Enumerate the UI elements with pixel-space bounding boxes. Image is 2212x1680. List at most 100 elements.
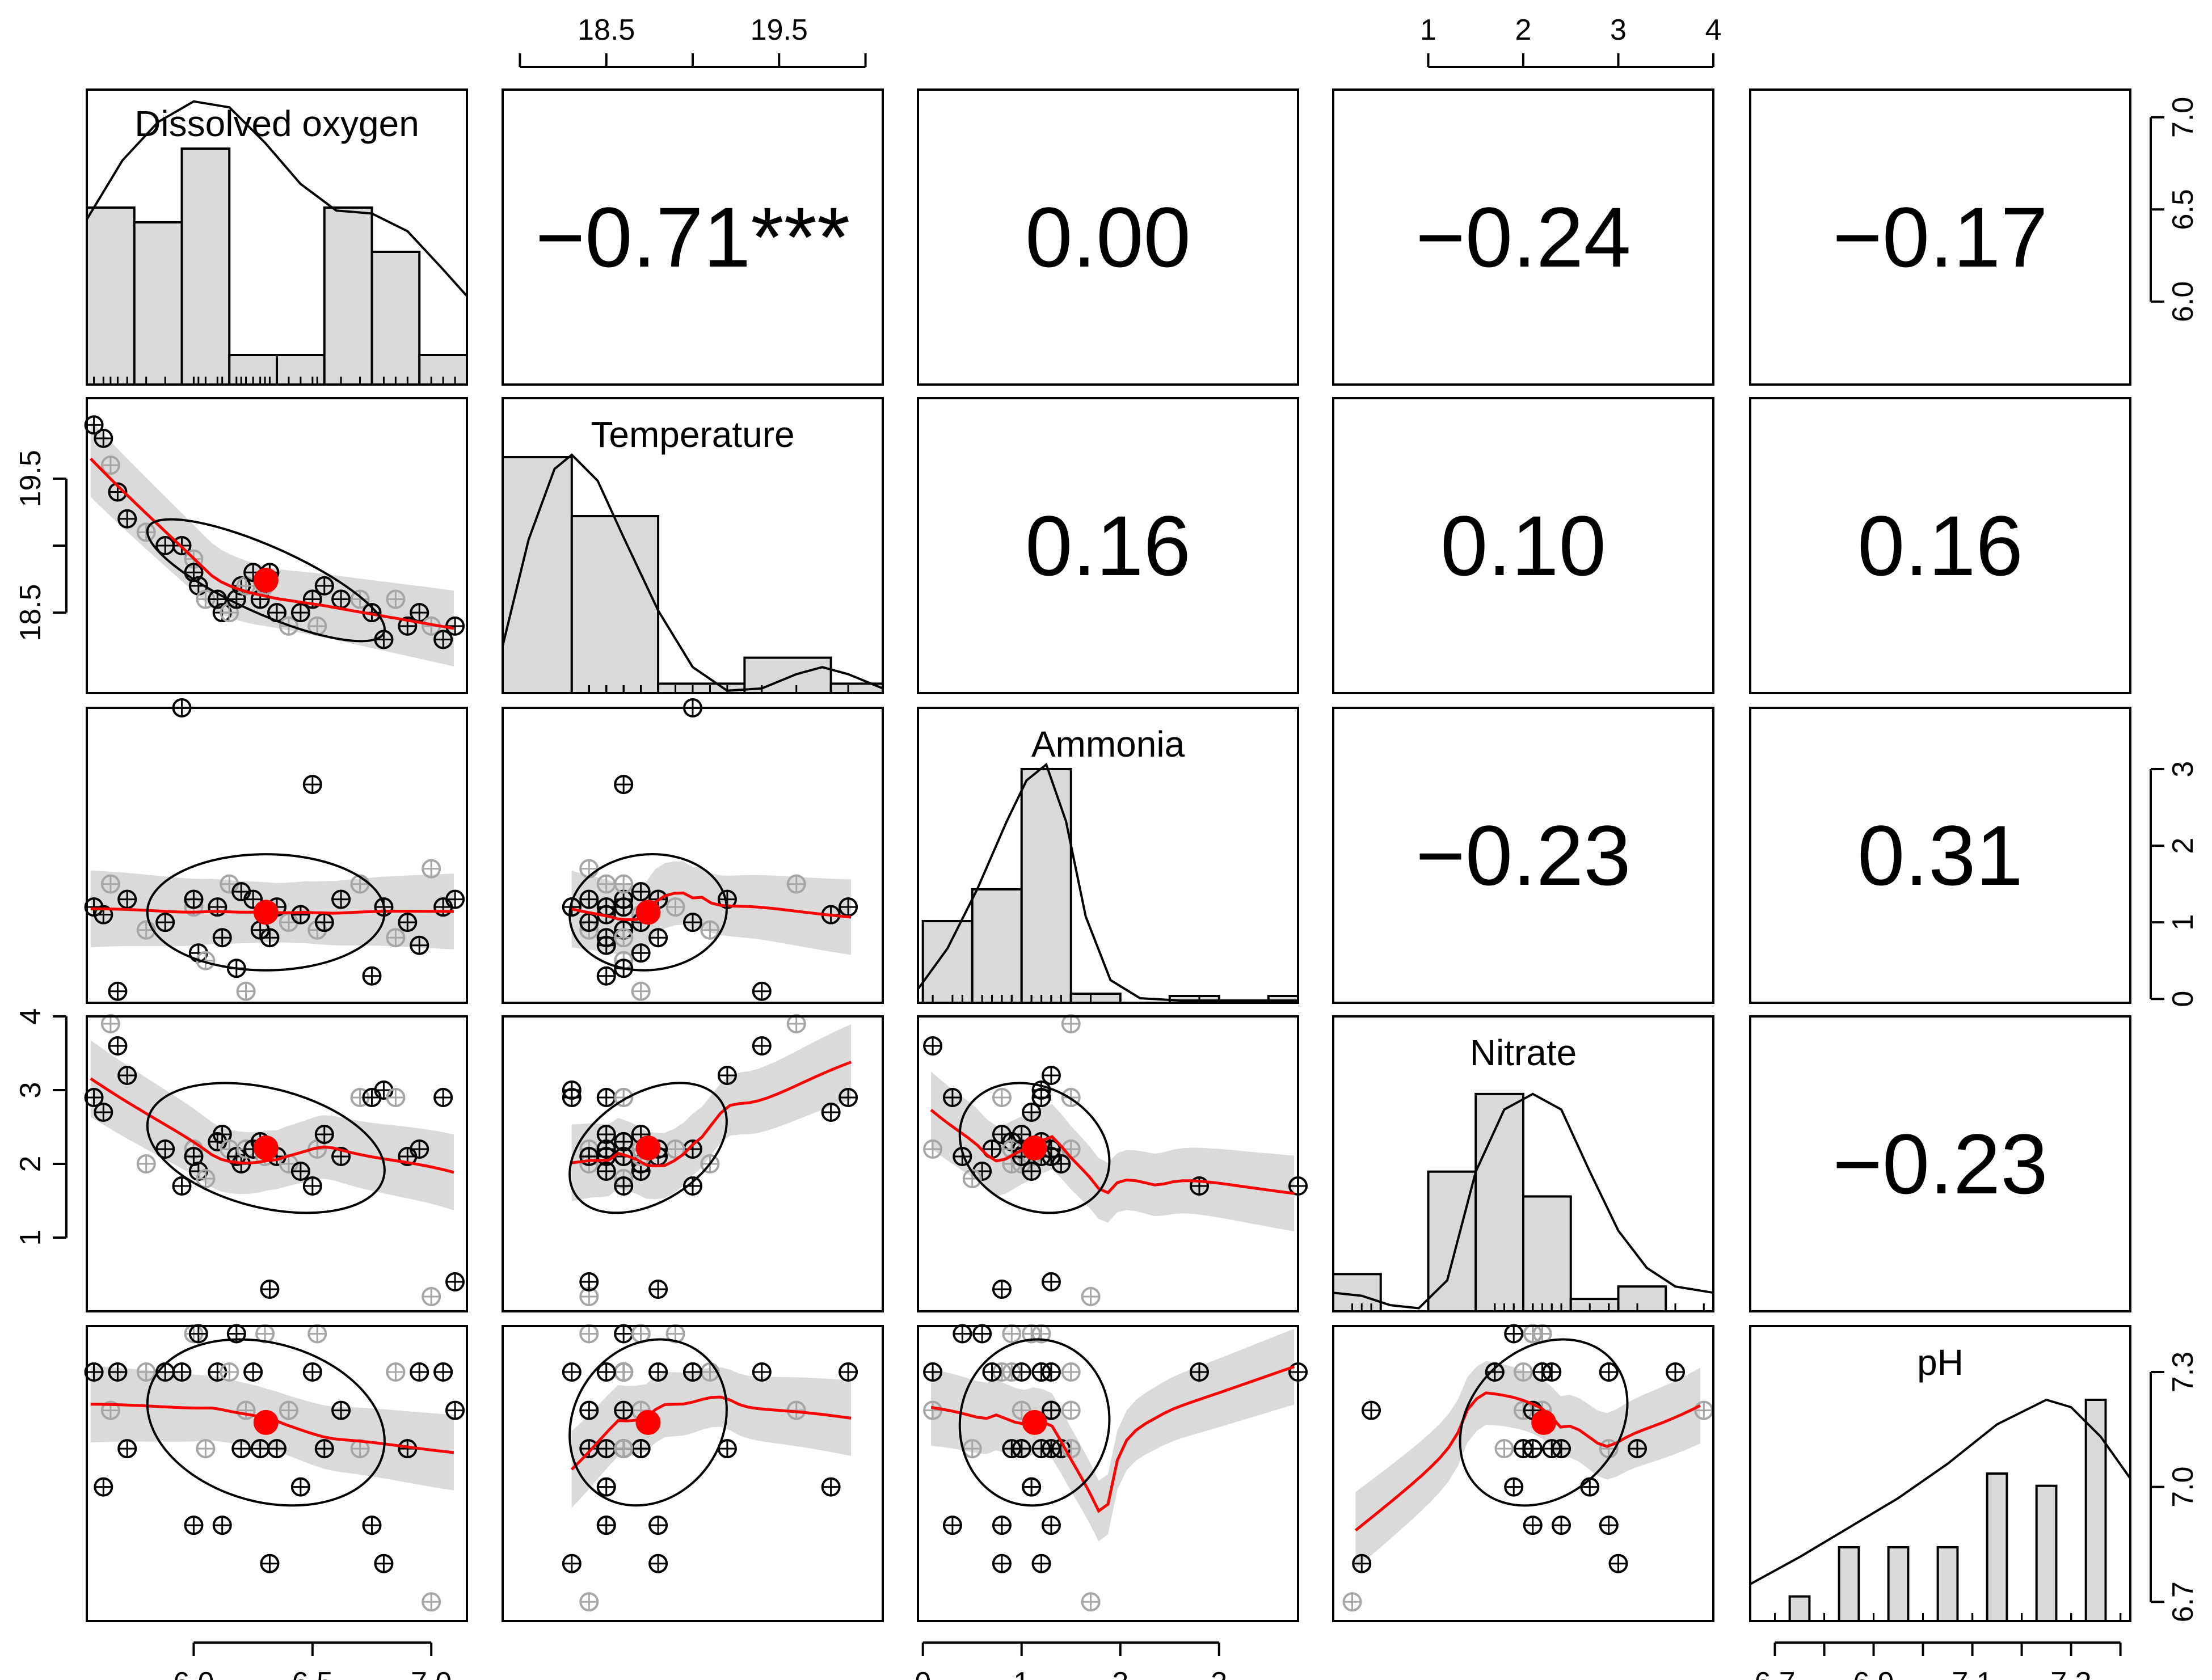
data-point-ammonia-dissolved-oxygen-23 (279, 913, 298, 932)
data-point-ph-dissolved-oxygen-32 (386, 1362, 406, 1382)
density-curve-temperature (502, 453, 883, 692)
data-point-ph-dissolved-oxygen-14 (220, 1362, 239, 1382)
data-point-ph-temperature-3 (752, 1362, 772, 1382)
data-point-ammonia-dissolved-oxygen-35 (422, 859, 441, 879)
mean-point-temperature-dissolved-oxygen (253, 567, 279, 593)
panel-temperature-dissolved-oxygen (86, 397, 468, 694)
density-curve-nitrate (1333, 1092, 1714, 1310)
tick-label: 6.5 (292, 1666, 333, 1680)
confidence-band-temperature-dissolved-oxygen (90, 420, 454, 666)
left-axis-nitrate: 1 2 3 4 (14, 1008, 68, 1246)
chart-marks (84, 100, 2131, 1623)
data-point-ph-temperature-24 (596, 1477, 616, 1497)
data-point-ph-dissolved-oxygen-34 (410, 1362, 429, 1382)
data-point-ammonia-dissolved-oxygen-28 (331, 889, 351, 909)
panel-nitrate-ammonia (917, 1015, 1299, 1312)
top-axis-nitrate: 1 2 3 4 (1420, 14, 1721, 68)
data-point-ammonia-dissolved-oxygen-9 (184, 889, 204, 909)
data-point-nitrate-ammonia-4 (1041, 1066, 1061, 1085)
right-axis-ph: 6.7 7.0 7.3 (2150, 1352, 2200, 1622)
data-point-ph-dissolved-oxygen-23 (279, 1400, 298, 1420)
data-point-temperature-dissolved-oxygen-2 (100, 455, 120, 475)
mean-point-ph-nitrate (1531, 1409, 1557, 1435)
hist-bar-dissolved-oxygen-6 (370, 251, 421, 386)
data-point-ph-ammonia-11 (962, 1439, 982, 1459)
loess-line-ph-nitrate (1354, 1391, 1701, 1532)
data-point-ph-ammonia-26 (1002, 1324, 1022, 1344)
right-axis-dissolved-oxygen: 6.0 6.5 7.0 (2150, 97, 2200, 322)
data-point-temperature-dissolved-oxygen-27 (314, 576, 334, 596)
data-point-ammonia-temperature-34 (596, 935, 616, 955)
data-point-ph-temperature-27 (631, 1439, 651, 1459)
panel-temperature-ph (1749, 397, 2131, 694)
diag-title-ph: pH (1917, 1342, 1964, 1383)
tick-label: 6.7 (2167, 1581, 2200, 1622)
panel-ph-dissolved-oxygen (86, 1325, 468, 1622)
tick-label: 18.5 (14, 584, 47, 641)
data-point-ph-nitrate-4 (1628, 1439, 1647, 1459)
data-point-ammonia-dissolved-oxygen-27 (314, 913, 334, 932)
tick-label: 7.3 (2050, 1666, 2091, 1680)
data-point-ammonia-dissolved-oxygen-6 (155, 913, 175, 932)
data-point-ammonia-dissolved-oxygen-30 (362, 966, 382, 986)
tick-label: 2 (2167, 838, 2200, 854)
data-point-ph-ammonia-9 (1041, 1516, 1061, 1535)
data-point-ph-dissolved-oxygen-18 (243, 1362, 263, 1382)
tick-label: 7.0 (2167, 97, 2200, 138)
data-point-ph-nitrate-24 (1504, 1477, 1524, 1497)
data-point-temperature-dissolved-oxygen-25 (302, 589, 322, 609)
data-point-ammonia-temperature-16 (631, 882, 651, 902)
data-point-ph-dissolved-oxygen-30 (362, 1516, 382, 1535)
tick-label: 19.5 (14, 450, 47, 507)
data-point-nitrate-temperature-33 (579, 1147, 599, 1166)
hist-bar-ph-3 (1936, 1546, 1959, 1622)
data-point-ph-nitrate-2 (1694, 1400, 1714, 1420)
data-point-ammonia-dissolved-oxygen-37 (445, 889, 465, 909)
data-point-ph-nitrate-3 (1666, 1362, 1685, 1382)
data-point-ammonia-dissolved-oxygen-25 (302, 775, 322, 795)
panel-ph-temperature (502, 1325, 884, 1622)
correlation-ellipse-nitrate-dissolved-oxygen (146, 1082, 386, 1214)
tick-label: 6.5 (2167, 189, 2200, 230)
data-point-ph-temperature-1 (821, 1477, 841, 1497)
data-point-nitrate-dissolved-oxygen-6 (155, 1139, 175, 1159)
tick-label: 6.9 (1853, 1666, 1894, 1680)
data-point-ph-nitrate-9 (1523, 1516, 1543, 1535)
panel-nitrate-temperature (502, 1015, 884, 1312)
data-point-nitrate-dissolved-oxygen-2 (100, 1014, 120, 1033)
data-point-ammonia-dissolved-oxygen-13 (212, 928, 232, 948)
tick-label: 6.7 (1754, 1666, 1795, 1680)
data-point-nitrate-temperature-24 (596, 1162, 616, 1181)
top-axis-temperature: 18.5 19.5 (519, 14, 867, 68)
data-point-nitrate-temperature-2 (786, 1014, 806, 1033)
data-point-nitrate-dissolved-oxygen-34 (410, 1139, 429, 1159)
hist-bar-dissolved-oxygen-5 (323, 206, 373, 386)
data-point-nitrate-dissolved-oxygen-24 (290, 1162, 310, 1181)
panel-nitrate-dissolved-oxygen (86, 1015, 468, 1312)
diag-title-dissolved-oxygen: Dissolved oxygen (134, 103, 419, 144)
data-point-ammonia-dissolved-oxygen-4 (117, 889, 137, 909)
data-point-nitrate-dissolved-oxygen-5 (136, 1154, 156, 1174)
data-point-nitrate-dissolved-oxygen-1 (94, 1103, 113, 1122)
panel-dissolved-oxygen-temperature (502, 88, 884, 386)
data-point-ph-temperature-22 (596, 1439, 616, 1459)
tick-label: 2 (1112, 1666, 1128, 1680)
data-point-ammonia-dissolved-oxygen-33 (398, 913, 418, 932)
tick-label: 6.0 (173, 1666, 214, 1680)
bottom-axis-ammonia: 0 1 2 3 (915, 1641, 1227, 1680)
hist-bar-nitrate-5 (1569, 1298, 1620, 1312)
data-point-ph-ammonia-24 (1022, 1477, 1042, 1497)
data-point-ph-nitrate-13 (1552, 1516, 1571, 1535)
data-point-temperature-dissolved-oxygen-32 (386, 589, 406, 609)
data-point-ph-dissolved-oxygen-10 (188, 1324, 208, 1344)
data-point-ph-ammonia-34 (982, 1362, 1002, 1382)
data-point-ammonia-temperature-0 (839, 897, 858, 917)
hist-bar-dissolved-oxygen-1 (133, 221, 183, 386)
data-point-ph-temperature-36 (562, 1362, 582, 1382)
data-point-ph-ammonia-13 (992, 1516, 1012, 1535)
data-point-ph-dissolved-oxygen-17 (236, 1400, 256, 1420)
data-point-nitrate-ammonia-3 (923, 1036, 943, 1056)
tick-label: 4 (14, 1008, 47, 1025)
data-point-ph-nitrate-36 (1599, 1362, 1619, 1382)
